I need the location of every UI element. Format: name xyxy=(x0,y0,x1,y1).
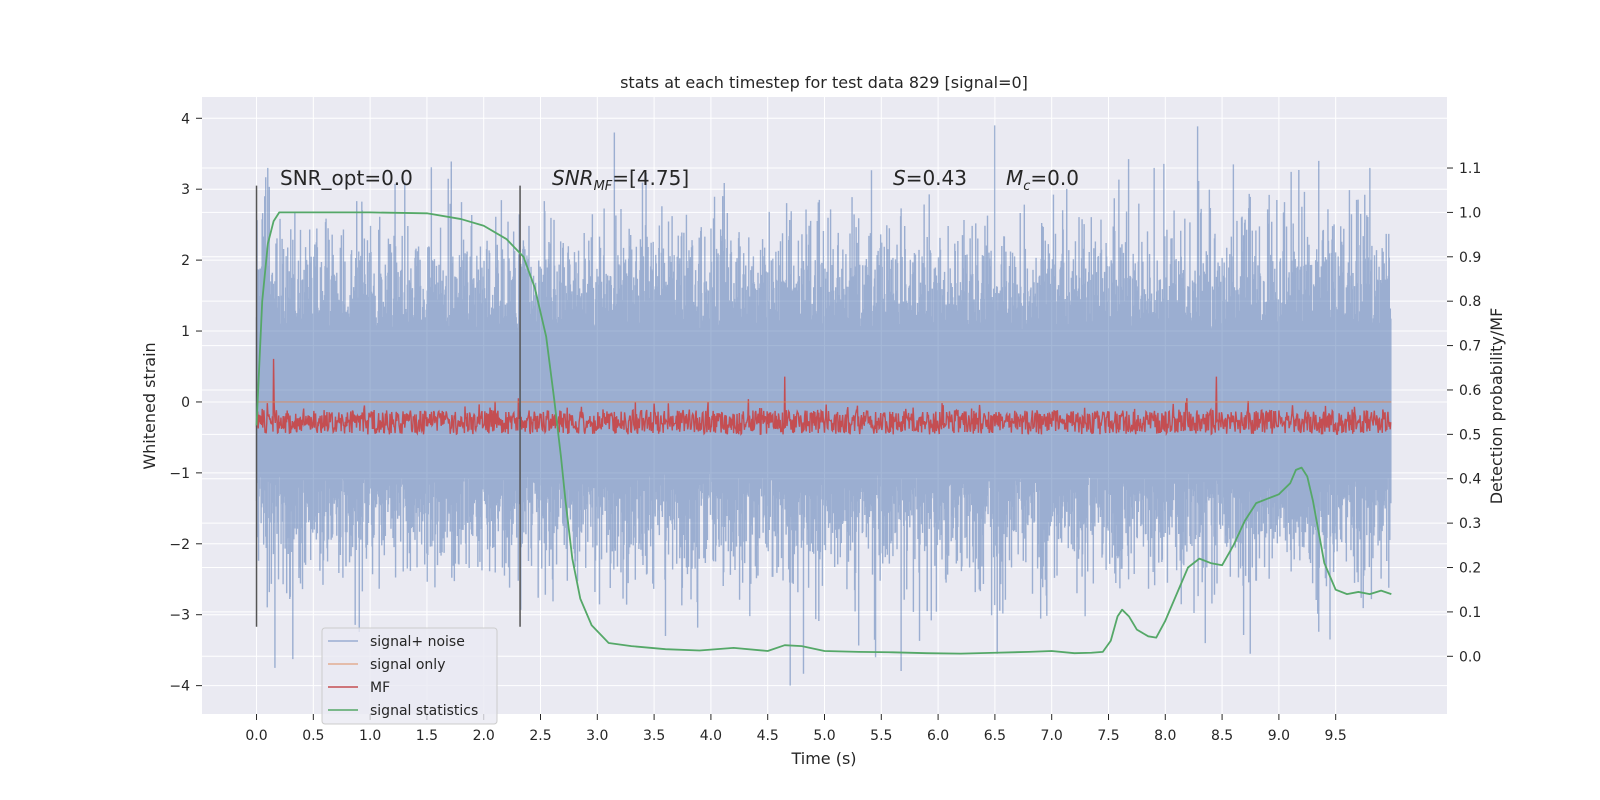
y-right-tick-label: 0.4 xyxy=(1459,472,1481,488)
y-right-tick-label: 0.5 xyxy=(1459,427,1481,443)
x-tick-label: 4.0 xyxy=(700,728,722,744)
x-tick-label: 0.0 xyxy=(245,728,267,744)
mf-trace xyxy=(255,358,1392,437)
y-right-tick-label: 0.9 xyxy=(1459,250,1481,266)
legend-label-signal-statistics: signal statistics xyxy=(370,703,478,719)
x-tick-label: 3.0 xyxy=(586,728,608,744)
legend-box xyxy=(321,627,498,725)
legend-label-mf: MF xyxy=(370,680,390,696)
snr-mf-sub: MF xyxy=(594,179,613,194)
x-tick-label: 1.0 xyxy=(359,728,381,744)
y-axis-label-right: Detection probability/MF xyxy=(1487,308,1506,505)
x-tick-label: 7.0 xyxy=(1041,728,1063,744)
snr-mf-suffix: =[4.75] xyxy=(612,166,689,190)
x-tick-label: 1.5 xyxy=(416,728,438,744)
legend: signal+ noise signal only MF signal stat… xyxy=(321,627,498,725)
y-left-tick-label: −3 xyxy=(169,608,190,624)
y-left-tick-label: 3 xyxy=(181,182,190,198)
y-right-tick-label: 1.0 xyxy=(1459,205,1481,221)
y-right-tick-label: 0.6 xyxy=(1459,383,1481,399)
x-tick-label: 2.5 xyxy=(529,728,551,744)
y-left-tick-label: 1 xyxy=(181,324,190,340)
legend-label-signal-only: signal only xyxy=(370,657,445,673)
y-axis-label-left: Whitened strain xyxy=(140,342,159,469)
mc-sub: c xyxy=(1023,179,1030,194)
s-label: S xyxy=(893,166,906,190)
y-left-tick-label: −1 xyxy=(169,466,190,482)
y-right-tick-label: 0.0 xyxy=(1459,649,1481,665)
s-value: =0.43 xyxy=(906,166,967,190)
y-right-tick-label: 0.8 xyxy=(1459,294,1481,310)
annotation-mc: Mc=0.0 xyxy=(1006,166,1079,194)
y-left-tick-label: −4 xyxy=(169,679,190,695)
annotation-snr-opt: SNR_opt=0.0 xyxy=(280,166,413,190)
chart-title: stats at each timestep for test data 829… xyxy=(620,73,1028,92)
x-tick-label: 5.5 xyxy=(870,728,892,744)
snr-mf-prefix: SNR xyxy=(552,166,594,190)
y-right-tick-label: 0.1 xyxy=(1459,605,1481,621)
x-tick-label: 0.5 xyxy=(302,728,324,744)
x-tick-label: 5.0 xyxy=(813,728,835,744)
ticks: 0.0 0.5 1.0 1.5 2.0 2.5 3.0 3.5 4.0 4.5 5.0 5.5 6.0 6… xyxy=(169,111,1481,744)
legend-label-signal-noise: signal+ noise xyxy=(370,634,465,650)
x-tick-label: 3.5 xyxy=(643,728,665,744)
y-right-tick-label: 0.3 xyxy=(1459,516,1481,532)
series-signal-statistics xyxy=(255,211,1392,655)
x-axis-label: Time (s) xyxy=(790,749,856,768)
mc-label: M xyxy=(1006,166,1023,190)
x-tick-label: 6.0 xyxy=(927,728,949,744)
y-right-tick-label: 0.7 xyxy=(1459,339,1481,355)
x-tick-label: 9.5 xyxy=(1325,728,1347,744)
signal-statistics-trace xyxy=(255,211,1392,655)
x-tick-label: 7.5 xyxy=(1097,728,1119,744)
annotation-s: S=0.43 xyxy=(893,166,967,190)
y-left-tick-label: 4 xyxy=(181,111,190,127)
y-left-tick-label: 2 xyxy=(181,253,190,269)
x-tick-label: 2.0 xyxy=(473,728,495,744)
x-tick-label: 8.0 xyxy=(1154,728,1176,744)
y-right-tick-label: 0.2 xyxy=(1459,561,1481,577)
x-tick-label: 6.5 xyxy=(984,728,1006,744)
y-left-tick-label: −2 xyxy=(169,537,190,553)
series-mf xyxy=(255,358,1392,437)
y-right-tick-label: 1.1 xyxy=(1459,161,1481,177)
x-tick-label: 9.0 xyxy=(1268,728,1290,744)
annotation-snr-mf: SNRMF=[4.75] xyxy=(552,166,689,194)
y-left-tick-label: 0 xyxy=(181,395,190,411)
x-tick-label: 4.5 xyxy=(757,728,779,744)
mc-value: =0.0 xyxy=(1030,166,1079,190)
x-tick-label: 8.5 xyxy=(1211,728,1233,744)
